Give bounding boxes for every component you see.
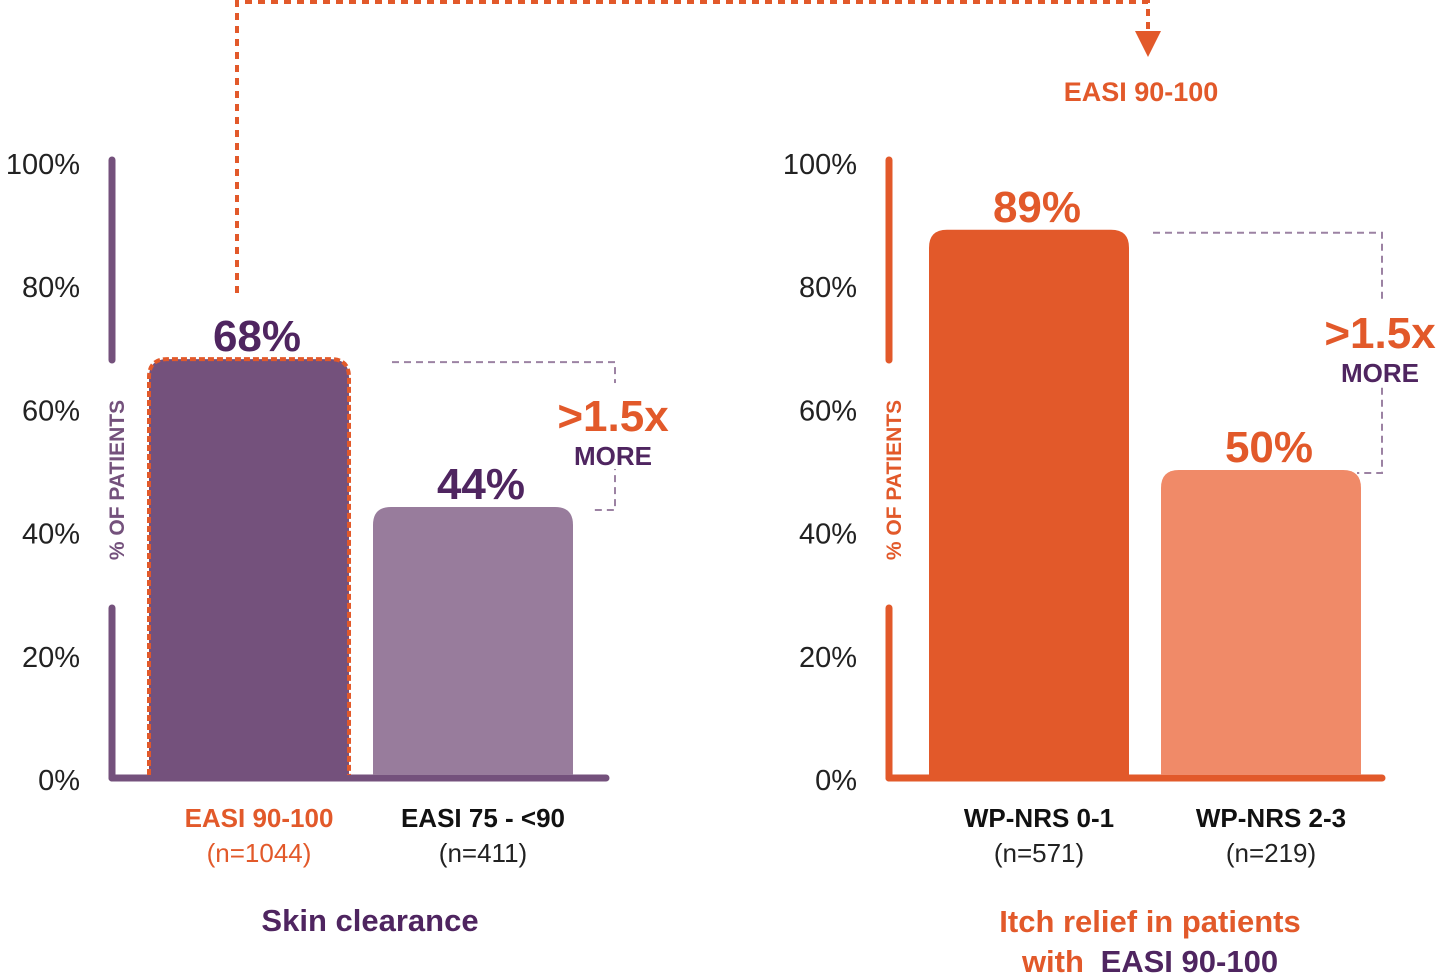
annotation-value: >1.5x [557,392,669,441]
y-tick-label: 60% [22,395,80,427]
y-tick-label: 80% [22,272,80,304]
itch-relief-chart: 0% 20% 40% 60% 80% 100% % OF PATIENTS 89% WP-NRS… [783,149,1447,868]
y-axis-label: % OF PATIENTS [883,400,906,560]
connector-label: EASI 90-100 [1064,77,1219,107]
data-label: 44% [437,460,525,509]
chart-title-itch-relief: Itch relief in patients [999,904,1300,939]
x-category-label: WP-NRS 0-1 [964,803,1114,833]
n-label: (n=571) [994,838,1084,868]
chart-title-skin-clearance: Skin clearance [261,903,478,938]
data-label: 68% [213,312,301,361]
y-tick-label: 80% [799,272,857,304]
chart-title-itch-relief-line2: with EASI 90-100 [1021,944,1278,974]
y-tick-label: 40% [22,519,80,551]
skin-clearance-chart: 0% 20% 40% 60% 80% 100% % OF PATIENTS 68% EASI 9… [6,149,685,868]
annotation-bg [1312,299,1447,386]
y-tick-label: 60% [799,395,857,427]
x-category-label: EASI 90-100 [185,803,334,833]
y-tick-label: 100% [6,149,80,181]
title-line2-prefix: with [1021,944,1084,974]
bar [149,359,349,775]
annotation-text: MORE [574,441,652,471]
annotation-text: MORE [1341,358,1419,388]
bar [1161,470,1361,775]
connector-arrow [235,0,1161,293]
bar [373,506,573,775]
y-tick-label: 0% [815,765,857,797]
comparison-bracket [392,361,616,511]
annotation-value: >1.5x [1324,309,1436,358]
n-label: (n=1044) [207,838,312,868]
data-label: 50% [1225,423,1313,472]
bar-highlight-outline [147,357,351,775]
y-tick-label: 20% [22,642,80,674]
y-tick-label: 20% [799,642,857,674]
arrow-head-icon [1135,31,1161,57]
n-label: (n=219) [1226,838,1316,868]
title-line2-highlight: EASI 90-100 [1101,944,1279,974]
y-tick-label: 40% [799,519,857,551]
bar [929,229,1129,775]
y-axis-label: % OF PATIENTS [106,400,129,560]
x-category-label: EASI 75 - <90 [401,803,565,833]
x-category-label: WP-NRS 2-3 [1196,803,1346,833]
data-label: 89% [993,183,1081,232]
y-tick-label: 100% [783,149,857,181]
annotation-bg [545,383,685,470]
n-label: (n=411) [439,838,527,868]
y-tick-label: 0% [38,765,80,797]
